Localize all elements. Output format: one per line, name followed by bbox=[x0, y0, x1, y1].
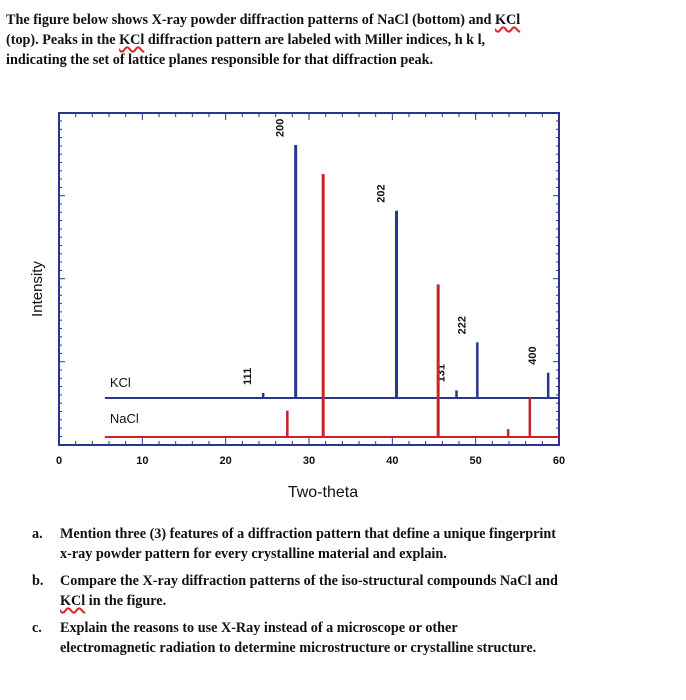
spellcheck-word-kcl: KCl bbox=[494, 12, 521, 28]
intro-paragraph: The figure below shows X-ray powder diff… bbox=[6, 10, 676, 70]
miller-index-label: 200 bbox=[275, 119, 287, 137]
x-axis-title: Two-theta bbox=[288, 484, 358, 501]
peak-kcl bbox=[455, 390, 458, 398]
x-tick-label: 20 bbox=[220, 455, 232, 467]
miller-index-label: 202 bbox=[376, 184, 388, 202]
peak-kcl bbox=[294, 145, 298, 398]
y-axis-title: Intensity bbox=[29, 261, 46, 317]
intro-line-1: The figure below shows X-ray powder diff… bbox=[6, 12, 521, 28]
question-marker: c. bbox=[32, 620, 42, 636]
spellcheck-word-kcl: KCl bbox=[119, 32, 145, 48]
intro-line-2: (top). Peaks in the KCl diffraction patt… bbox=[6, 32, 486, 48]
peak-nacl bbox=[436, 284, 440, 437]
x-tick-label: 40 bbox=[386, 455, 398, 467]
xrd-chart: 0 10 20 30 40 50 60 Two-theta Intensity KCl 111 200… bbox=[29, 112, 565, 501]
peak-nacl bbox=[528, 397, 532, 437]
question-c: c. Explain the reasons to use X-Ray inst… bbox=[32, 620, 537, 656]
x-tick-label: 50 bbox=[470, 455, 482, 467]
peak-kcl bbox=[546, 372, 550, 398]
question-marker: a. bbox=[32, 526, 43, 542]
peak-nacl bbox=[286, 410, 289, 437]
x-tick-label: 10 bbox=[136, 455, 148, 467]
question-marker: b. bbox=[32, 573, 44, 589]
miller-index-label: 111 bbox=[242, 368, 254, 385]
spellcheck-word-kcl: KCl bbox=[60, 593, 86, 609]
peak-kcl bbox=[395, 210, 398, 398]
series-label-nacl: NaCl bbox=[110, 411, 139, 426]
question-a: a. Mention three (3) features of a diffr… bbox=[32, 526, 556, 562]
miller-index-label: 400 bbox=[527, 346, 539, 364]
peak-nacl bbox=[506, 429, 510, 437]
x-tick-label: 0 bbox=[56, 455, 62, 467]
miller-index-label: 222 bbox=[456, 316, 468, 334]
question-list: a. Mention three (3) features of a diffr… bbox=[22, 524, 672, 665]
series-label-kcl: KCl bbox=[110, 375, 131, 390]
peak-kcl bbox=[476, 342, 479, 398]
peak-kcl bbox=[261, 392, 265, 398]
peak-nacl bbox=[321, 174, 325, 437]
x-tick-label: 60 bbox=[553, 455, 565, 467]
question-b: b. Compare the X-ray diffraction pattern… bbox=[32, 573, 558, 609]
plot-frame bbox=[58, 112, 560, 446]
intro-line-3: indicating the set of lattice planes res… bbox=[6, 52, 434, 68]
x-tick-label: 30 bbox=[303, 455, 315, 467]
